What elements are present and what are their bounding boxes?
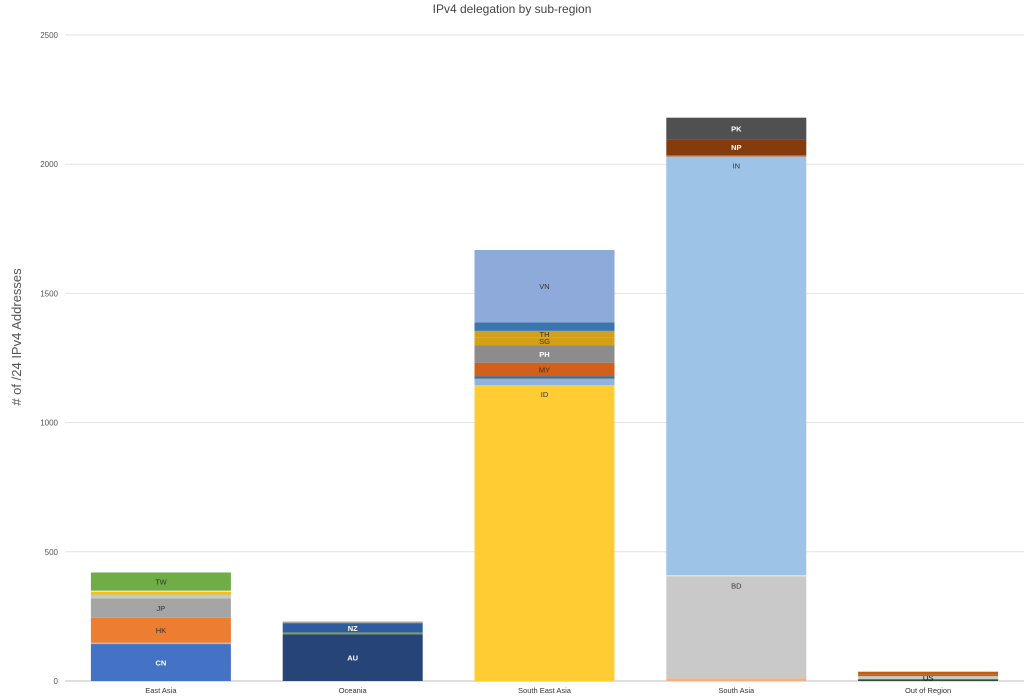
bar-segment-cn xyxy=(90,644,231,681)
bar-segment-th xyxy=(474,330,615,338)
x-category-label: South East Asia xyxy=(518,686,572,695)
bar-segment-np xyxy=(666,139,807,156)
x-axis-categories: East Asia Oceania South East Asia South Asi… xyxy=(145,686,951,695)
segment-label: NZ xyxy=(348,624,358,633)
bar-oceania: AU NZ xyxy=(282,621,423,681)
bar-segment-my xyxy=(474,362,615,377)
segment-label: PH xyxy=(539,350,549,359)
bar-segment xyxy=(666,155,807,157)
segment-label: CN xyxy=(155,659,166,668)
segment-label: TW xyxy=(155,578,168,587)
segment-label: HK xyxy=(156,626,166,635)
bar-segment xyxy=(90,591,231,595)
bar-segment xyxy=(666,575,807,577)
y-axis-ticks: 0 500 1000 1500 2000 2500 xyxy=(40,31,58,686)
segment-label: SG xyxy=(539,337,550,346)
bar-segment xyxy=(282,632,423,635)
bar-segment xyxy=(474,378,615,386)
bar-south-asia: BD IN NP PK xyxy=(666,117,807,681)
bar-segment xyxy=(474,376,615,379)
x-category-label: Out of Region xyxy=(905,686,951,695)
y-tick-label: 1000 xyxy=(40,419,58,428)
bar-segment xyxy=(666,678,807,681)
segment-label: IN xyxy=(733,161,741,170)
bar-segment-id xyxy=(474,385,615,681)
bar-segment-jp xyxy=(90,598,231,618)
y-tick-label: 2500 xyxy=(40,31,58,40)
x-category-label: East Asia xyxy=(145,686,177,695)
bar-segment-nz xyxy=(282,623,423,633)
bar-segment-in xyxy=(666,156,807,576)
segment-label: AU xyxy=(347,654,358,663)
segment-label: MY xyxy=(539,365,550,374)
bar-segment-us xyxy=(858,676,999,680)
segment-label: ID xyxy=(541,390,549,399)
segment-label: JP xyxy=(157,604,166,613)
x-category-label: South Asia xyxy=(718,686,755,695)
bar-segment xyxy=(90,594,231,596)
chart-title: IPv4 delegation by sub-region xyxy=(433,2,592,16)
bar-segment-tw xyxy=(90,572,231,591)
bar-segment-bd xyxy=(666,576,807,679)
bar-segment xyxy=(858,674,999,677)
bar-segment-pk xyxy=(666,117,807,140)
bar-segment xyxy=(858,671,999,675)
segment-label: US xyxy=(923,674,933,683)
y-tick-label: 1500 xyxy=(40,289,58,298)
bar-segment xyxy=(474,322,615,331)
bar-segment-au xyxy=(282,634,423,681)
y-tick-label: 0 xyxy=(54,677,59,686)
bar-segment-sg xyxy=(474,337,615,346)
bar-segment-ph xyxy=(474,345,615,363)
bar-segment xyxy=(90,642,231,645)
bar-segment xyxy=(858,679,999,681)
segment-label: NP xyxy=(731,143,741,152)
x-category-label: Oceania xyxy=(339,686,368,695)
segment-label: TH xyxy=(540,330,550,339)
bar-out-of-region: US xyxy=(858,671,999,683)
bar-east-asia: CN HK JP TW xyxy=(90,572,231,681)
segment-label: PK xyxy=(731,124,742,133)
bar-segment-vn xyxy=(474,249,615,323)
y-tick-label: 2000 xyxy=(40,160,58,169)
segment-label: VN xyxy=(539,282,549,291)
bar-segment-hk xyxy=(90,617,231,643)
y-axis-label: # of /24 IPv4 Addresses xyxy=(9,268,24,406)
y-tick-label: 500 xyxy=(45,548,59,557)
bar-segment xyxy=(90,595,231,599)
bar-segment xyxy=(282,621,423,624)
segment-label: BD xyxy=(731,581,742,590)
bar-segment xyxy=(90,590,231,592)
